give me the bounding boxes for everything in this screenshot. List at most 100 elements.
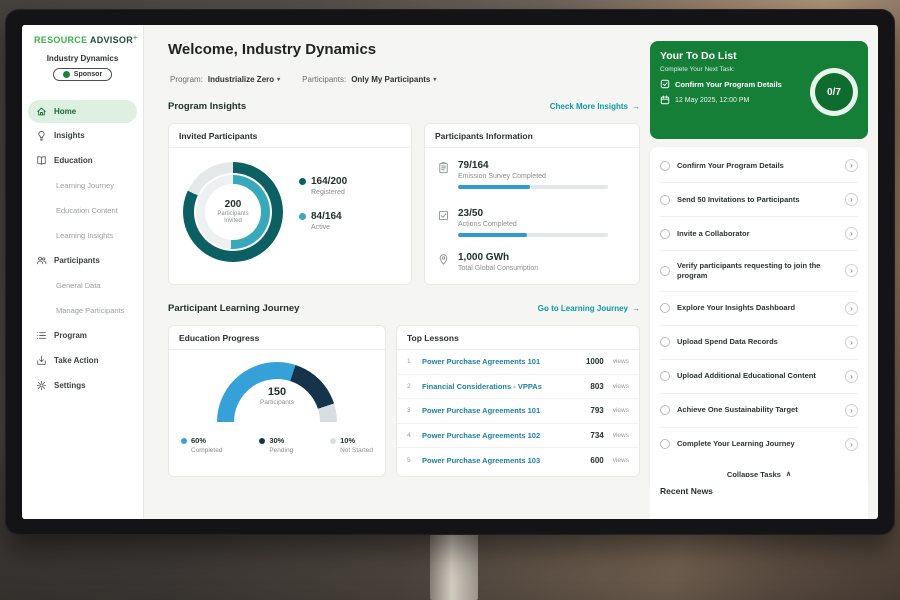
legend-label: Pending: [269, 447, 294, 454]
sidebar-item-label: Learning Journey: [56, 181, 114, 190]
legend-value: 164/200: [311, 176, 348, 187]
action-icon: [37, 355, 46, 365]
task-chevron-button[interactable]: ›: [845, 403, 858, 417]
monitor-bezel: RESOURCE ADVISOR+ Industry Dynamics Spon…: [5, 9, 895, 535]
task-row-invite-collaborator[interactable]: Invite a Collaborator ›: [660, 217, 858, 251]
todo-next-task: Confirm Your Program Details: [675, 79, 782, 89]
task-checkbox[interactable]: [660, 160, 670, 171]
legend-value: 30%: [269, 436, 285, 445]
sidebar-item-label: General Data: [56, 281, 101, 290]
card-title: Top Lessons: [397, 326, 639, 350]
sidebar-item-manage-participants[interactable]: Manage Participants: [22, 298, 143, 323]
checkbox-icon: [660, 79, 670, 89]
home-icon: [37, 107, 46, 116]
lesson-views: 803: [590, 381, 604, 391]
page-title: Welcome, Industry Dynamics: [168, 41, 377, 58]
collapse-tasks-link[interactable]: Collapse Tasks ∧: [660, 461, 858, 484]
progress-bar-fill: [458, 185, 530, 189]
sidebar-item-learning-journey[interactable]: Learning Journey: [22, 173, 143, 198]
sidebar-item-education-content[interactable]: Education Content: [22, 198, 143, 223]
lesson-row[interactable]: 1 Power Purchase Agreements 101 1000 vie…: [397, 350, 639, 375]
task-label: Explore Your Insights Dashboard: [677, 303, 796, 313]
progress-bar-fill: [458, 233, 527, 237]
task-checkbox[interactable]: [660, 405, 670, 415]
legend-item-active: 84/164 Active: [299, 211, 347, 231]
lesson-link[interactable]: Power Purchase Agreements 103: [422, 455, 541, 465]
lesson-row[interactable]: 2 Financial Considerations - VPPAs 803 v…: [397, 375, 639, 399]
section-title: Participant Learning Journey: [168, 303, 300, 314]
sidebar-item-take-action[interactable]: Take Action: [22, 348, 143, 373]
sidebar-item-home[interactable]: Home: [28, 100, 137, 123]
stat-label: Actions Completed: [458, 221, 517, 228]
task-chevron-button[interactable]: ›: [845, 227, 858, 240]
lesson-link[interactable]: Power Purchase Agreements 102: [422, 430, 541, 440]
sidebar-item-program[interactable]: Program: [22, 323, 143, 348]
participants-filter-dropdown[interactable]: Only My Participants ▾: [351, 75, 436, 84]
lesson-link[interactable]: Power Purchase Agreements 101: [422, 406, 541, 416]
legend-dot: [330, 437, 337, 444]
task-checkbox[interactable]: [660, 194, 670, 205]
chevron-down-icon: ▾: [433, 77, 437, 83]
program-filter-dropdown[interactable]: Industrialize Zero ▾: [208, 75, 280, 84]
lesson-row[interactable]: 4 Power Purchase Agreements 102 734 view…: [397, 424, 639, 448]
learning-journey-section-header: Participant Learning Journey Go to Learn…: [168, 303, 640, 314]
stat-value: 79/164: [458, 160, 489, 171]
task-checkbox[interactable]: [660, 228, 670, 239]
task-chevron-button[interactable]: ›: [845, 159, 858, 172]
legend-label: Active: [311, 224, 331, 231]
task-checkbox[interactable]: [660, 337, 670, 347]
chevron-right-icon: ›: [850, 303, 853, 313]
sidebar-item-insights[interactable]: Insights: [22, 123, 143, 148]
sidebar-item-general-data[interactable]: General Data: [22, 273, 143, 298]
task-checkbox[interactable]: [660, 265, 670, 276]
card-title: Education Progress: [169, 326, 385, 350]
task-chevron-button[interactable]: ›: [845, 335, 858, 349]
sidebar-item-settings[interactable]: Settings: [22, 373, 143, 398]
task-row-confirm-program[interactable]: Confirm Your Program Details ›: [660, 149, 858, 183]
chevron-right-icon: ›: [850, 161, 853, 170]
sidebar-item-education[interactable]: Education: [22, 148, 143, 173]
sponsor-label: Sponsor: [73, 71, 103, 78]
check-more-insights-link[interactable]: Check More Insights →: [550, 102, 640, 111]
chevron-right-icon: ›: [850, 229, 853, 238]
task-row-upload-educational-content[interactable]: Upload Additional Educational Content ›: [660, 360, 858, 394]
lesson-row[interactable]: 3 Power Purchase Agreements 101 793 view…: [397, 399, 639, 424]
task-row-complete-learning-journey[interactable]: Complete Your Learning Journey ›: [660, 428, 858, 461]
gear-icon: [36, 380, 47, 391]
go-to-learning-journey-link[interactable]: Go to Learning Journey →: [538, 304, 640, 313]
task-checkbox[interactable]: [660, 439, 670, 449]
task-label: Achieve One Sustainability Target: [677, 405, 798, 415]
pin-icon: [439, 254, 448, 265]
task-chevron-button[interactable]: ›: [845, 301, 858, 315]
todo-next-date: 12 May 2025, 12:00 PM: [675, 96, 750, 104]
participants-information-card: Participants Information 79/164 Emission…: [424, 123, 640, 285]
legend-value: 10%: [340, 436, 356, 445]
task-checkbox[interactable]: [660, 371, 670, 381]
task-row-explore-insights[interactable]: Explore Your Insights Dashboard ›: [660, 292, 858, 326]
lesson-row[interactable]: 5 Power Purchase Agreements 103 600 view…: [397, 448, 639, 473]
task-row-send-invitations[interactable]: Send 50 Invitations to Participants ›: [660, 183, 858, 217]
sidebar-item-label: Settings: [54, 381, 86, 390]
sidebar-item-participants[interactable]: Participants: [22, 248, 143, 273]
logo-advisor: ADVISOR: [89, 35, 133, 45]
task-row-verify-participants[interactable]: Verify participants requesting to join t…: [660, 251, 858, 292]
sidebar-item-learning-insights[interactable]: Learning Insights: [22, 223, 143, 248]
legend-item-pending: 30% Pending: [259, 436, 293, 454]
link-label: Go to Learning Journey: [537, 304, 628, 313]
lesson-link[interactable]: Power Purchase Agreements 101: [422, 357, 541, 367]
chevron-right-icon: ›: [850, 266, 853, 276]
task-checkbox[interactable]: [660, 303, 670, 313]
task-chevron-button[interactable]: ›: [845, 193, 858, 206]
legend-label: Completed: [191, 447, 223, 454]
task-row-achieve-target[interactable]: Achieve One Sustainability Target ›: [660, 394, 858, 428]
sidebar-item-label: Manage Participants: [56, 306, 125, 315]
task-chevron-button[interactable]: ›: [845, 369, 858, 383]
sidebar-item-label: Education Content: [56, 206, 118, 215]
chevron-right-icon: ›: [850, 371, 853, 381]
task-chevron-button[interactable]: ›: [845, 264, 858, 278]
task-row-upload-spend-data[interactable]: Upload Spend Data Records ›: [660, 326, 858, 360]
lesson-link[interactable]: Financial Considerations - VPPAs: [422, 381, 542, 391]
lesson-rank: 4: [407, 431, 411, 439]
task-chevron-button[interactable]: ›: [845, 437, 858, 451]
invited-donut-ring-inner: 200 Participants Invited: [196, 175, 270, 249]
